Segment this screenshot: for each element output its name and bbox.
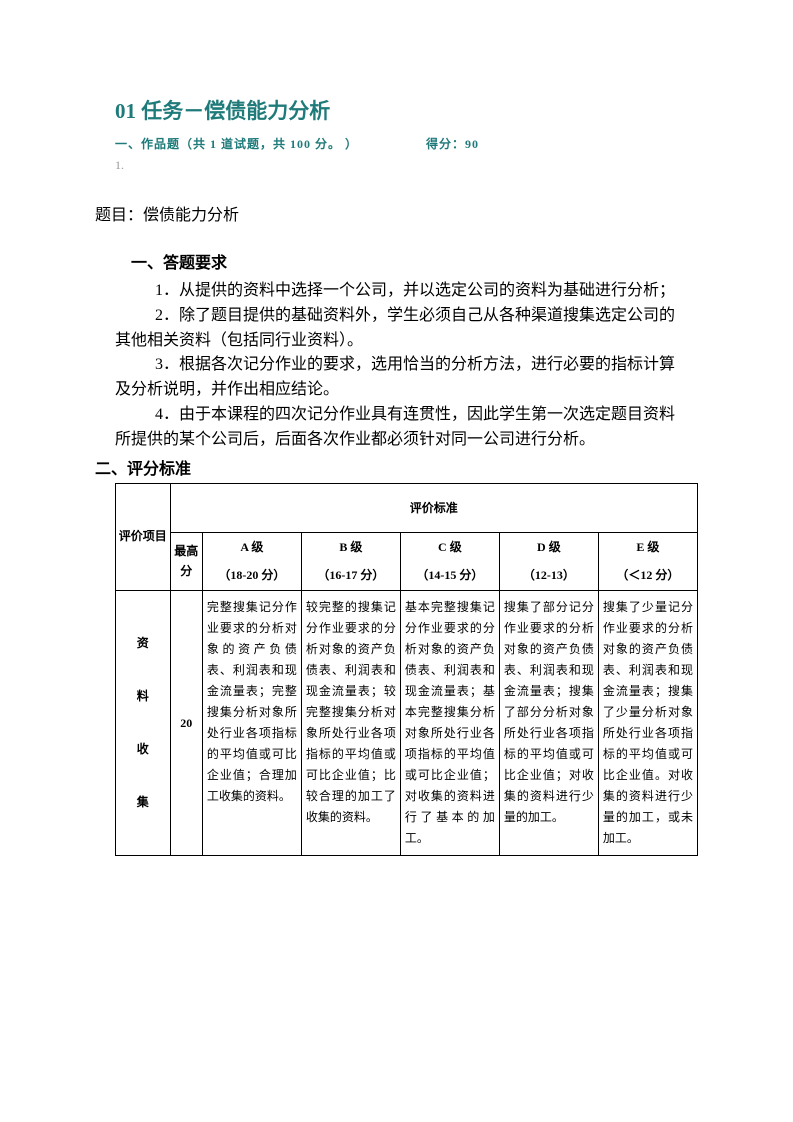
question-number: 1.: [115, 158, 698, 173]
grade-label: B 级: [304, 537, 398, 557]
grade-range: （14-15 分）: [403, 565, 497, 585]
requirement-4b: 所提供的某个公司后，后面各次作业都必须针对同一公司进行分析。: [115, 428, 698, 453]
topic-heading: 题目：偿债能力分析: [95, 201, 698, 225]
header-project: 评价项目: [116, 483, 171, 590]
header-grade-e: E 级 （＜12 分）: [598, 532, 697, 590]
header-grade-b: B 级 （16-17 分）: [301, 532, 400, 590]
question-meta: 一、作品题（共 1 道试题，共 100 分。 ） 得分：90: [115, 135, 698, 152]
header-max: 最高分: [170, 532, 202, 590]
grade-label: A 级: [205, 537, 299, 557]
section-requirements: 一、答题要求: [115, 249, 698, 273]
grade-range: （18-20 分）: [205, 565, 299, 585]
row-max: 20: [170, 590, 202, 855]
grade-range: （16-17 分）: [304, 565, 398, 585]
header-standard: 评价标准: [170, 483, 697, 532]
table-row: 最高分 A 级 （18-20 分） B 级 （16-17 分） C 级 （14-…: [116, 532, 698, 590]
score: 得分：90: [426, 137, 479, 151]
table-row: 资料收集 20 完整搜集记分作业要求的分析对象的资产负债表、利润表和现金流量表；…: [116, 590, 698, 855]
section-grading: 二、评分标准: [95, 455, 698, 479]
requirement-2b: 其他相关资料（包括同行业资料）。: [115, 329, 698, 354]
cell-e: 搜集了少量记分作业要求的分析对象的资产负债表、利润表和现金流量表；搜集了少量分析…: [598, 590, 697, 855]
header-grade-a: A 级 （18-20 分）: [202, 532, 301, 590]
cell-b: 较完整的搜集记分作业要求的分析对象的资产负债表、利润表和现金流量表；较完整搜集分…: [301, 590, 400, 855]
requirement-3a: 3．根据各次记分作业的要求，选用恰当的分析方法，进行必要的指标计算: [115, 353, 698, 378]
cell-c: 基本完整搜集记分作业要求的分析对象的资产负债表、利润表和现金流量表；基本完整搜集…: [400, 590, 499, 855]
cell-a: 完整搜集记分作业要求的分析对象的资产负债表、利润表和现金流量表；完整搜集分析对象…: [202, 590, 301, 855]
question-count: 一、作品题（共 1 道试题，共 100 分。 ）: [115, 137, 358, 151]
requirement-1: 1．从提供的资料中选择一个公司，并以选定公司的资料为基础进行分析；: [115, 279, 698, 304]
grade-range: （12-13）: [502, 565, 596, 585]
grade-label: E 级: [601, 537, 695, 557]
grade-range: （＜12 分）: [601, 565, 695, 585]
requirement-2a: 2．除了题目提供的基础资料外，学生必须自己从各种渠道搜集选定公司的: [115, 304, 698, 329]
cell-d: 搜集了部分记分作业要求的分析对象的资产负债表、利润表和现金流量表；搜集了部分分析…: [499, 590, 598, 855]
grade-label: C 级: [403, 537, 497, 557]
requirement-4a: 4．由于本课程的四次记分作业具有连贯性，因此学生第一次选定题目资料: [115, 403, 698, 428]
header-grade-d: D 级 （12-13）: [499, 532, 598, 590]
requirement-3b: 及分析说明，并作出相应结论。: [115, 378, 698, 403]
table-row: 评价项目 评价标准: [116, 483, 698, 532]
row-project: 资料收集: [116, 590, 171, 855]
grading-table: 评价项目 评价标准 最高分 A 级 （18-20 分） B 级 （16-17 分…: [115, 483, 698, 856]
page-title: 01 任务－偿债能力分析: [115, 95, 698, 125]
header-grade-c: C 级 （14-15 分）: [400, 532, 499, 590]
grade-label: D 级: [502, 537, 596, 557]
